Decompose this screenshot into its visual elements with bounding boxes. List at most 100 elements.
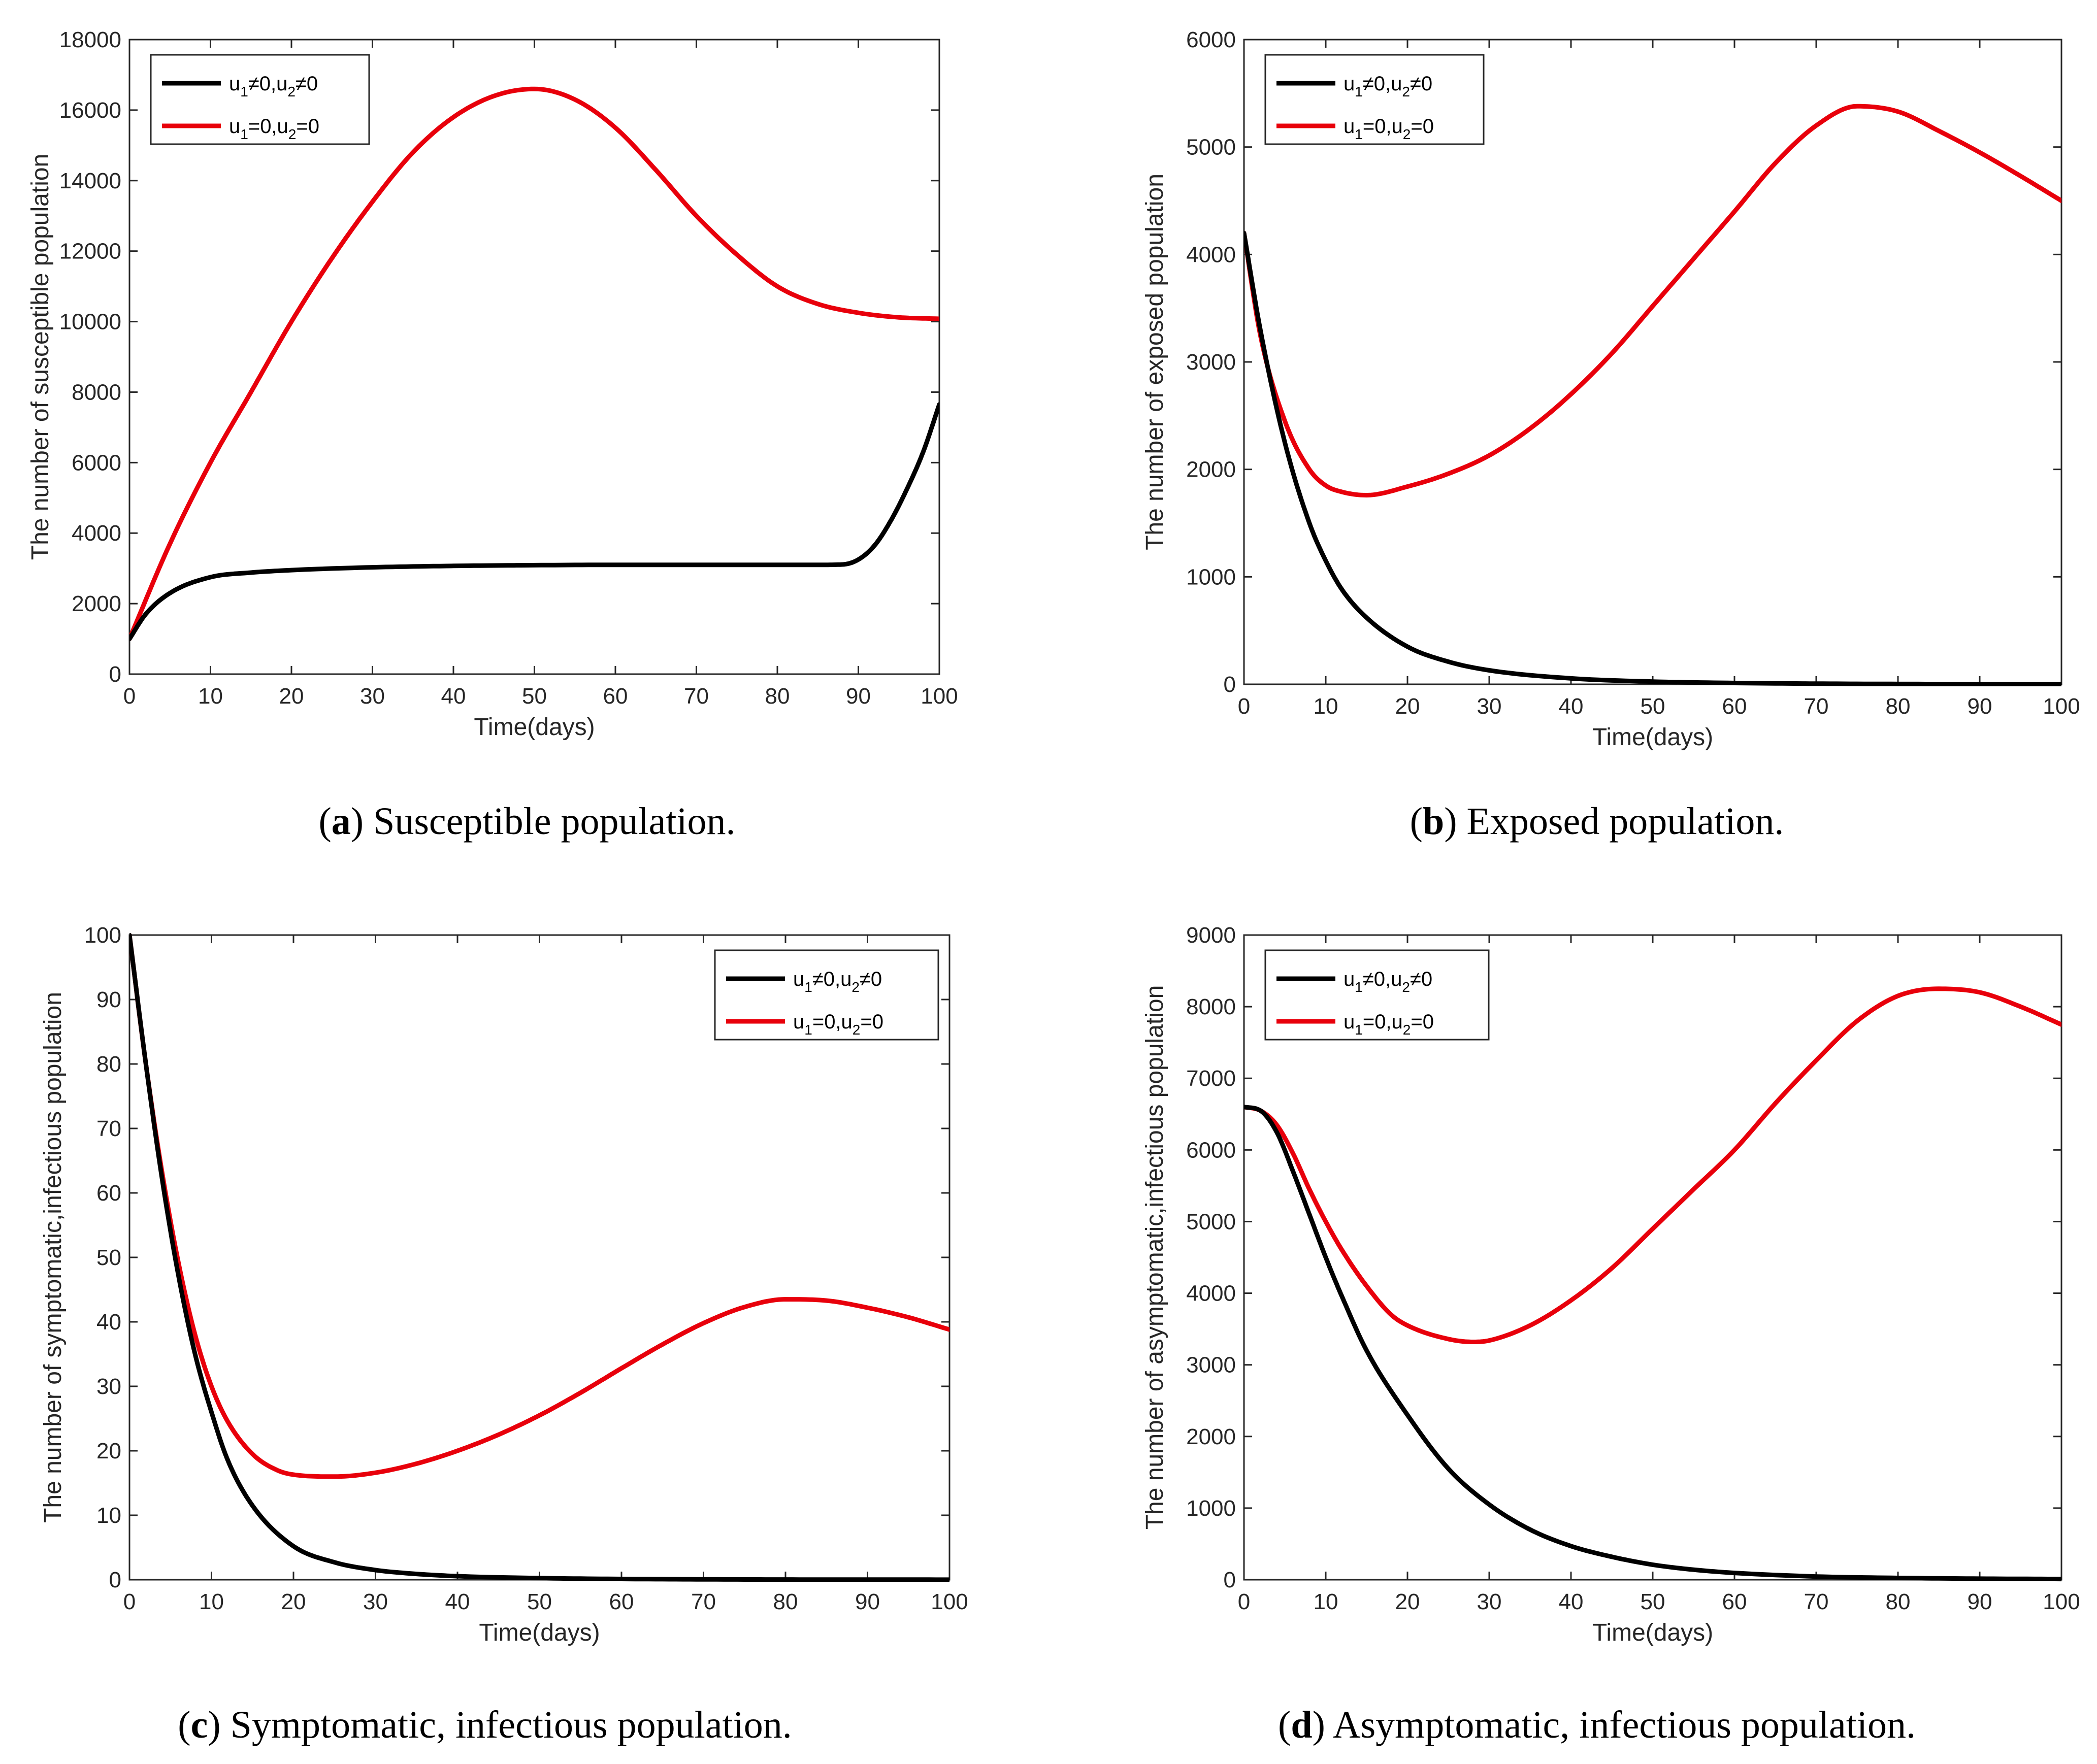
legend-label-uncontrolled: u1=0,u2=0 bbox=[793, 1011, 883, 1038]
x-tick-label: 100 bbox=[2043, 694, 2080, 719]
legend-box bbox=[714, 949, 939, 1041]
x-tick-label: 10 bbox=[1314, 694, 1338, 719]
panel-c-chart: 0 10 20 30 40 50 60 70 80 90 100 0 10 20 30 40 50 60 70 80 9… bbox=[40, 923, 968, 1646]
y-tick-label: 20 bbox=[96, 1439, 121, 1463]
y-tick-label: 18000 bbox=[59, 27, 121, 52]
y-axis-label: The number of susceptible population bbox=[27, 154, 54, 560]
legend: u1≠0,u2≠0 u1=0,u2=0 bbox=[714, 949, 939, 1041]
series-group bbox=[1244, 986, 2061, 1582]
x-tick-label: 30 bbox=[363, 1589, 388, 1614]
caption-c: (c) Symptomatic, infectious population. bbox=[178, 1704, 792, 1746]
x-tick-label: 10 bbox=[199, 1589, 224, 1614]
x-tick-label: 30 bbox=[360, 684, 385, 709]
y-tick-label: 0 bbox=[1224, 672, 1236, 697]
x-tick-label: 20 bbox=[279, 684, 304, 709]
panel-a-chart: 0 10 20 30 40 50 60 70 80 90 100 0 2000 4000 6000 8000 1… bbox=[27, 27, 958, 741]
series-line-uncontrolled bbox=[1244, 104, 2061, 497]
x-tick-label: 70 bbox=[691, 1589, 716, 1614]
y-tick-label: 3000 bbox=[1186, 1353, 1236, 1378]
x-tick-label: 0 bbox=[123, 684, 136, 709]
y-tick-label: 0 bbox=[109, 1568, 121, 1592]
series-line-uncontrolled bbox=[129, 933, 949, 1479]
axes-box bbox=[128, 934, 951, 1581]
x-tick-label: 0 bbox=[1238, 1589, 1250, 1614]
x-tick-label: 10 bbox=[198, 684, 223, 709]
y-tick-label: 6000 bbox=[72, 450, 121, 475]
y-tick-label: 60 bbox=[96, 1181, 121, 1206]
x-tick-label: 70 bbox=[684, 684, 709, 709]
axes-box bbox=[1243, 934, 2062, 1581]
x-tick-label: 20 bbox=[1395, 1589, 1420, 1614]
y-tick-label: 8000 bbox=[1186, 994, 1236, 1019]
y-tick-label: 4000 bbox=[1186, 1281, 1236, 1306]
x-tick-label: 100 bbox=[931, 1589, 968, 1614]
x-tick-label: 90 bbox=[846, 684, 871, 709]
caption-d: (d) Asymptomatic, infectious population. bbox=[1278, 1704, 1916, 1746]
y-tick-label: 6000 bbox=[1186, 27, 1236, 52]
y-tick-label: 100 bbox=[84, 923, 121, 948]
x-axis-label: Time(days) bbox=[1592, 1619, 1713, 1646]
legend-label-controlled: u1≠0,u2≠0 bbox=[229, 73, 318, 99]
x-tick-label: 70 bbox=[1804, 694, 1829, 719]
x-axis-label: Time(days) bbox=[479, 1619, 600, 1646]
y-tick-label: 2000 bbox=[1186, 1424, 1236, 1449]
caption-letter: a bbox=[331, 800, 351, 843]
series-group bbox=[1244, 104, 2061, 686]
x-tick-label: 100 bbox=[921, 684, 958, 709]
legend-label-controlled: u1≠0,u2≠0 bbox=[1344, 968, 1432, 995]
x-axis-label: Time(days) bbox=[474, 714, 595, 741]
caption-letter: b bbox=[1422, 800, 1445, 843]
legend: u1≠0,u2≠0 u1=0,u2=0 bbox=[150, 54, 370, 145]
x-axis-label: Time(days) bbox=[1592, 724, 1713, 751]
legend-label-controlled: u1≠0,u2≠0 bbox=[793, 968, 882, 995]
x-tick-label: 80 bbox=[765, 684, 790, 709]
legend-label-controlled: u1≠0,u2≠0 bbox=[1344, 73, 1432, 99]
y-tick-label: 7000 bbox=[1186, 1066, 1236, 1091]
x-tick-label: 0 bbox=[1238, 694, 1250, 719]
x-tick-label: 60 bbox=[609, 1589, 634, 1614]
y-axis-label: The number of exposed population bbox=[1141, 174, 1168, 550]
x-tick-label: 80 bbox=[1886, 694, 1911, 719]
x-tick-label: 60 bbox=[603, 684, 628, 709]
y-tick-label: 70 bbox=[96, 1116, 121, 1141]
caption-b: (b) Exposed population. bbox=[1410, 800, 1784, 843]
y-tick-label: 90 bbox=[96, 987, 121, 1012]
series-group bbox=[129, 86, 939, 642]
x-tick-label: 100 bbox=[2043, 1589, 2080, 1614]
series-line-controlled bbox=[129, 933, 949, 1582]
x-tick-label: 20 bbox=[281, 1589, 306, 1614]
caption-text: Symptomatic, infectious population. bbox=[230, 1704, 792, 1746]
x-tick-label: 50 bbox=[522, 684, 547, 709]
x-tick-label: 20 bbox=[1395, 694, 1420, 719]
x-tick-label: 40 bbox=[1559, 694, 1584, 719]
y-tick-label: 2000 bbox=[1186, 457, 1236, 482]
legend-label-uncontrolled: u1=0,u2=0 bbox=[1344, 1011, 1434, 1038]
y-tick-label: 4000 bbox=[72, 521, 121, 546]
x-tick-label: 40 bbox=[445, 1589, 470, 1614]
y-tick-label: 12000 bbox=[59, 239, 121, 264]
y-tick-label: 0 bbox=[109, 662, 121, 687]
y-tick-label: 50 bbox=[96, 1245, 121, 1270]
series-group bbox=[129, 933, 949, 1582]
series-line-controlled bbox=[1244, 1105, 2061, 1582]
y-tick-label: 30 bbox=[96, 1374, 121, 1399]
y-tick-label: 8000 bbox=[72, 380, 121, 405]
y-tick-label: 10 bbox=[96, 1503, 121, 1528]
x-tick-label: 60 bbox=[1722, 1589, 1747, 1614]
axes-box bbox=[1243, 39, 2062, 685]
caption-text: Susceptible population. bbox=[373, 800, 736, 843]
panel-b-chart: 0 10 20 30 40 50 60 70 80 90 100010002000300040005… bbox=[1141, 27, 2080, 751]
caption-letter: c bbox=[190, 1704, 208, 1746]
y-tick-label: 10000 bbox=[59, 310, 121, 335]
y-tick-label: 1000 bbox=[1186, 1496, 1236, 1521]
legend-box bbox=[1264, 54, 1485, 145]
y-tick-label: 1000 bbox=[1186, 564, 1236, 589]
y-tick-label: 5000 bbox=[1186, 135, 1236, 160]
y-axis-label: The number of asymptomatic,infectious po… bbox=[1141, 985, 1168, 1530]
caption-a: (a) Susceptible population. bbox=[318, 800, 736, 843]
series-line-uncontrolled bbox=[129, 86, 939, 642]
x-tick-label: 80 bbox=[773, 1589, 798, 1614]
y-tick-label: 5000 bbox=[1186, 1209, 1236, 1234]
legend-label-uncontrolled: u1=0,u2=0 bbox=[1344, 115, 1434, 142]
